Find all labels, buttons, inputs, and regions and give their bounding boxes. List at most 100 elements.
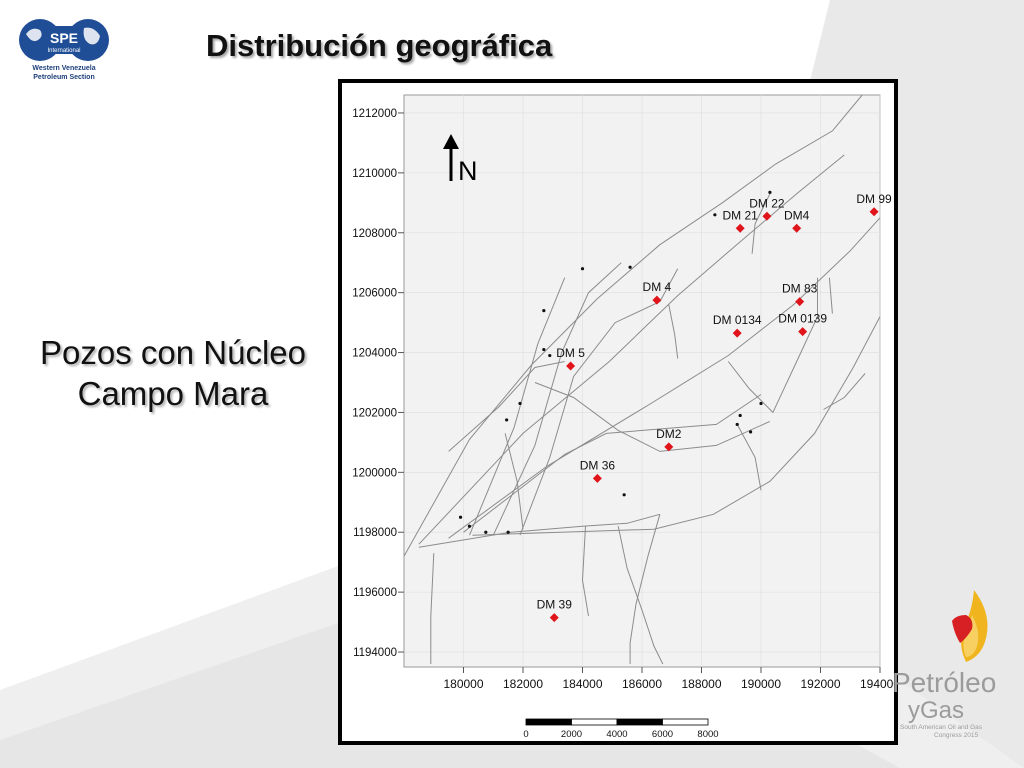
well-label: DM 21 <box>723 208 759 222</box>
scale-bar: 0 2000 4000 6000 8000 <box>523 718 719 740</box>
minor-well-dot <box>713 213 717 217</box>
well-marker <box>566 361 576 371</box>
well-marker <box>664 442 674 452</box>
x-tick-label: 186000 <box>622 677 662 691</box>
well-marker <box>732 328 742 338</box>
x-tick-label: 180000 <box>443 677 483 691</box>
minor-well-dot <box>506 530 510 534</box>
well-label: DM 99 <box>856 192 892 206</box>
minor-well-dot <box>518 401 522 406</box>
well-label: DM 0139 <box>778 312 827 326</box>
minor-well-dot <box>542 309 546 313</box>
fault-line <box>629 514 661 664</box>
scale-bar-label: 4000 <box>606 729 627 740</box>
y-tick-label: 1212000 <box>352 108 397 120</box>
well-marker <box>652 295 662 305</box>
congress-caption-line-1: South American Oil and Gas <box>900 724 983 731</box>
well-label: DM 4 <box>643 280 672 294</box>
north-label: N <box>458 156 478 186</box>
spe-caption-line-1: Western Venezuela <box>32 65 96 72</box>
fault-line <box>504 433 524 530</box>
congress-logo-line-1: Petróleo <box>892 667 996 698</box>
congress-logo-line-2: yGas <box>908 697 964 724</box>
scale-bar-label: 0 <box>523 729 528 740</box>
minor-well-dot <box>458 515 463 519</box>
minor-well-dot <box>467 524 472 528</box>
spe-logo-subtext: International <box>47 48 80 54</box>
minor-well-dot <box>735 422 739 427</box>
x-tick-label: 188000 <box>681 677 721 691</box>
y-tick-label: 1206000 <box>352 288 397 300</box>
spe-caption-line-2: Petroleum Section <box>33 74 95 81</box>
x-tick-label: 194000 <box>860 677 894 691</box>
y-tick-label: 1202000 <box>352 407 397 419</box>
slide-subtitle: Pozos con Núcleo Campo Mara <box>18 332 328 414</box>
map-gridlines <box>404 95 881 667</box>
minor-well-dot <box>759 401 763 406</box>
y-tick-label: 1210000 <box>352 168 397 180</box>
fault-line <box>519 268 679 536</box>
minor-well-dot <box>484 530 488 534</box>
well-marker <box>798 327 808 337</box>
scale-bar-segment <box>525 718 572 726</box>
x-tick-label: 190000 <box>741 677 781 691</box>
fault-line <box>727 277 818 414</box>
well-marker <box>869 207 879 217</box>
well-label: DM 22 <box>749 196 785 210</box>
spe-logo: SPE International <box>18 16 110 86</box>
well-label: DM 36 <box>580 458 616 472</box>
fault-line <box>418 154 845 545</box>
minor-well-dot <box>505 418 509 422</box>
fault-line <box>751 193 771 254</box>
y-tick-label: 1204000 <box>352 348 397 360</box>
scale-bar-label: 8000 <box>697 729 718 740</box>
y-tick-label: 1208000 <box>352 228 397 240</box>
map-axes: 1212000 1210000 1208000 1206000 1204000 12020… <box>352 108 894 691</box>
well-marker <box>795 297 805 307</box>
well-label: DM 39 <box>537 598 573 612</box>
fault-line <box>430 553 435 664</box>
well-label: DM 0134 <box>713 313 762 327</box>
well-label: DM 83 <box>782 282 818 296</box>
subtitle-line-2: Campo Mara <box>77 375 269 412</box>
x-tick-label: 192000 <box>800 677 840 691</box>
well-marker <box>735 223 745 233</box>
fault-line <box>581 526 589 617</box>
spe-logo-text: SPE <box>50 30 78 46</box>
scale-bar-segment <box>616 718 663 726</box>
congress-caption-line-2: Congress 2015 <box>934 732 978 739</box>
fault-line <box>668 304 679 359</box>
subtitle-line-1: Pozos con Núcleo <box>40 334 306 371</box>
fault-line <box>617 526 664 665</box>
fault-line <box>448 361 565 452</box>
well-marker <box>792 223 802 233</box>
minor-well-dot <box>548 353 552 358</box>
well-label: DM 5 <box>556 346 585 360</box>
fault-line <box>492 262 622 536</box>
y-tick-label: 1196000 <box>353 587 397 599</box>
fault-line <box>736 424 762 491</box>
minor-well-dot <box>738 413 742 418</box>
fault-line <box>534 382 771 452</box>
well-label: DM4 <box>784 208 810 222</box>
minor-well-dot <box>748 430 753 434</box>
fault-line <box>823 373 866 410</box>
fault-line <box>828 277 833 314</box>
well-marker <box>592 473 602 483</box>
minor-well-dot <box>628 265 632 269</box>
well-marker <box>762 211 772 221</box>
fault-lines <box>403 94 881 665</box>
scale-bar-label: 6000 <box>652 729 673 740</box>
y-tick-label: 1194000 <box>353 647 397 659</box>
minor-well-dot <box>768 190 772 194</box>
spe-logo-caption: Western Venezuela Petroleum Section <box>18 64 110 82</box>
well-label: DM2 <box>656 427 682 441</box>
scale-bar-label: 2000 <box>561 729 582 740</box>
well-marker <box>549 613 559 623</box>
minor-well-dot <box>542 347 546 352</box>
fault-line <box>472 316 881 536</box>
fault-line <box>469 277 566 536</box>
north-arrow: N <box>443 134 478 186</box>
